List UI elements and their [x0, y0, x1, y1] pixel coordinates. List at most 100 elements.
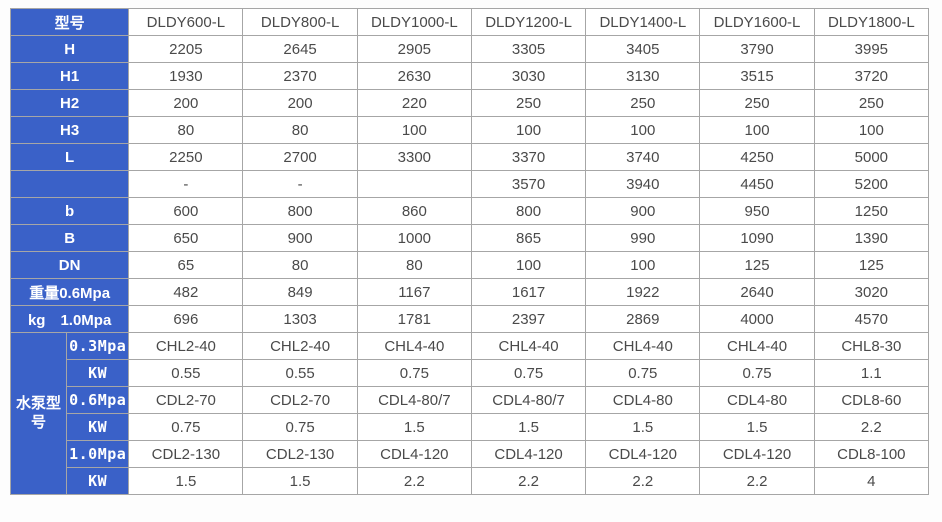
data-cell: 0.55 [128, 359, 244, 387]
data-cell: 3940 [585, 170, 701, 198]
data-cell: CHL4-40 [585, 332, 701, 360]
data-cell: 1390 [813, 224, 930, 252]
data-cell: 125 [813, 251, 930, 279]
data-cell: 1090 [699, 224, 815, 252]
data-cell: 1250 [813, 197, 930, 225]
data-cell: CDL2-130 [128, 440, 244, 468]
model-column-header: DLDY1000-L [356, 8, 472, 36]
data-cell: 250 [470, 89, 587, 117]
data-cell: 2.2 [699, 467, 815, 495]
model-column-header: DLDY1400-L [585, 8, 701, 36]
data-cell: 2869 [585, 305, 701, 333]
table-row-H: H 2205 2645 2905 3305 3405 3790 3995 [9, 35, 930, 63]
row-label: H3 [9, 116, 130, 144]
data-cell: 220 [356, 89, 472, 117]
row-label [9, 170, 130, 198]
data-cell: 3300 [356, 143, 472, 171]
table-row-H3: H3 80 80 100 100 100 100 100 [9, 116, 930, 144]
data-cell: 900 [585, 197, 701, 225]
pump-row-kw1: KW 0.55 0.55 0.75 0.75 0.75 0.75 1.1 [11, 359, 930, 387]
data-cell: 4250 [699, 143, 815, 171]
data-cell: 1000 [356, 224, 472, 252]
data-cell: 696 [128, 305, 244, 333]
data-cell: 200 [242, 89, 358, 117]
pump-row-kw3: KW 1.5 1.5 2.2 2.2 2.2 2.2 4 [11, 467, 930, 495]
row-label: DN [9, 251, 130, 279]
data-cell: 990 [585, 224, 701, 252]
data-cell: 5200 [813, 170, 930, 198]
pump-sub-label: KW [66, 359, 130, 387]
data-cell: CDL4-80/7 [470, 386, 587, 414]
data-cell: 4450 [699, 170, 815, 198]
data-cell: 100 [470, 251, 587, 279]
row-label: H1 [9, 62, 130, 90]
data-cell: CDL2-70 [128, 386, 244, 414]
data-cell: 2640 [699, 278, 815, 306]
data-cell: 100 [356, 116, 472, 144]
data-cell: 2370 [242, 62, 358, 90]
data-cell: CDL2-70 [242, 386, 358, 414]
table-row-weight-06: 重量0.6Mpa 482 849 1167 1617 1922 2640 302… [9, 278, 930, 306]
data-cell: 1167 [356, 278, 472, 306]
data-cell: 800 [470, 197, 587, 225]
pump-row-kw2: KW 0.75 0.75 1.5 1.5 1.5 1.5 2.2 [11, 413, 930, 441]
pump-row-03mpa: 水泵型号 0.3Mpa CHL2-40 CHL2-40 CHL4-40 CHL4… [9, 332, 930, 495]
data-cell: 3030 [470, 62, 587, 90]
data-cell: 3515 [699, 62, 815, 90]
data-cell: 250 [813, 89, 930, 117]
data-cell: 1.5 [470, 413, 587, 441]
data-cell: 2.2 [356, 467, 472, 495]
data-cell: 800 [242, 197, 358, 225]
data-cell: 1.5 [356, 413, 472, 441]
data-cell: CDL4-120 [699, 440, 815, 468]
data-cell: 4 [813, 467, 930, 495]
data-cell: 3995 [813, 35, 930, 63]
data-cell: 80 [356, 251, 472, 279]
data-cell: 600 [128, 197, 244, 225]
data-cell: 0.75 [128, 413, 244, 441]
data-cell: 2905 [356, 35, 472, 63]
data-cell: 1781 [356, 305, 472, 333]
data-cell: 250 [699, 89, 815, 117]
data-cell: 0.75 [242, 413, 358, 441]
data-cell: 100 [585, 116, 701, 144]
data-cell: 250 [585, 89, 701, 117]
data-cell: 2.2 [813, 413, 930, 441]
data-cell: 650 [128, 224, 244, 252]
data-cell: CDL2-130 [242, 440, 358, 468]
data-cell: 80 [242, 116, 358, 144]
data-cell: CHL4-40 [699, 332, 815, 360]
table-row-B: B 650 900 1000 865 990 1090 1390 [9, 224, 930, 252]
pump-sub-label: KW [66, 467, 130, 495]
data-cell: 1617 [470, 278, 587, 306]
data-cell: 5000 [813, 143, 930, 171]
data-cell: 2205 [128, 35, 244, 63]
pump-group-label: 水泵型号 [9, 332, 68, 495]
data-cell: 100 [699, 116, 815, 144]
data-cell: 80 [128, 116, 244, 144]
data-cell: 3720 [813, 62, 930, 90]
data-cell: 3790 [699, 35, 815, 63]
data-cell: CDL8-60 [813, 386, 930, 414]
pump-row-06mpa: 0.6Mpa CDL2-70 CDL2-70 CDL4-80/7 CDL4-80… [11, 386, 930, 414]
data-cell: 2397 [470, 305, 587, 333]
data-cell: 0.75 [356, 359, 472, 387]
data-cell [356, 170, 472, 198]
row-label: kg 1.0Mpa [9, 305, 130, 333]
data-cell: 0.75 [470, 359, 587, 387]
data-cell: 100 [585, 251, 701, 279]
table-row-weight-10: kg 1.0Mpa 696 1303 1781 2397 2869 4000 4… [9, 305, 930, 333]
data-cell: 3405 [585, 35, 701, 63]
data-cell: 2250 [128, 143, 244, 171]
data-cell: 4000 [699, 305, 815, 333]
data-cell: 900 [242, 224, 358, 252]
table-row-H2: H2 200 200 220 250 250 250 250 [9, 89, 930, 117]
pump-sub-label: KW [66, 413, 130, 441]
data-cell: CDL4-120 [356, 440, 472, 468]
model-header-label: 型号 [9, 8, 130, 36]
data-cell: CHL8-30 [813, 332, 930, 360]
model-column-header: DLDY1800-L [813, 8, 930, 36]
data-cell: 3305 [470, 35, 587, 63]
data-cell: CHL2-40 [242, 332, 358, 360]
